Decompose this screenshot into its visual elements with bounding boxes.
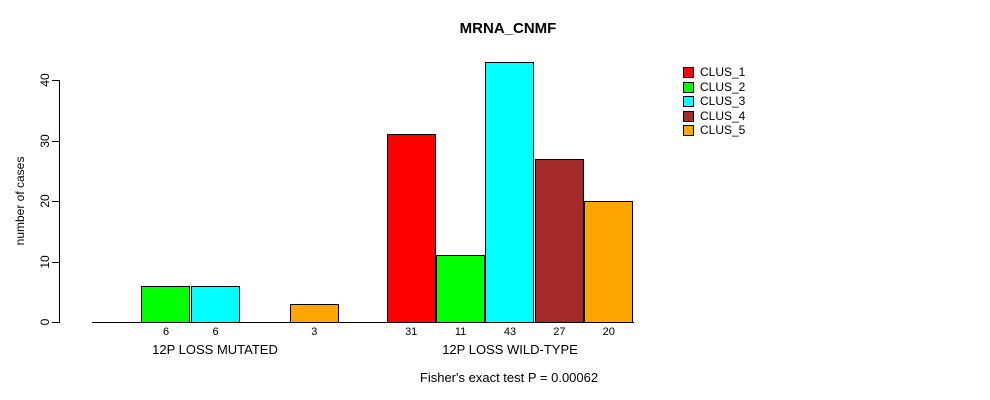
bar-value-label: 27 (553, 326, 566, 338)
bar-clus_2-group-1 (141, 286, 190, 323)
bar-value-label: 6 (212, 326, 219, 338)
legend-label: CLUS_4 (700, 108, 746, 123)
legend-swatch-clus_4 (683, 110, 694, 122)
bar-value-label: 3 (311, 326, 318, 338)
bar-clus_5-group-1 (290, 304, 339, 323)
y-tick-label: 40 (38, 73, 52, 87)
bar-clus_4-group-2 (535, 159, 584, 323)
y-tick-label: 10 (38, 254, 52, 269)
legend-swatch-clus_3 (683, 96, 694, 108)
axis-line (52, 201, 59, 202)
bar-value-label: 6 (163, 326, 170, 338)
bar-clus_3-group-1 (191, 286, 240, 323)
legend-swatch-clus_5 (683, 125, 694, 137)
axis-line (52, 140, 59, 142)
bar-clus_2-group-2 (436, 255, 485, 323)
legend-swatch-clus_1 (683, 67, 694, 78)
bar-value-label: 11 (454, 326, 467, 338)
bar-value-label: 20 (602, 326, 615, 338)
chart-title: MRNA_CNMF (459, 20, 557, 37)
legend-item: CLUS_1 (683, 66, 745, 79)
bar-clus_5-group-2 (584, 201, 633, 323)
bar-clus_1-group-2 (387, 134, 436, 323)
legend-label: CLUS_2 (700, 79, 746, 94)
axis-line (59, 80, 60, 323)
bar-value-label: 31 (405, 326, 418, 338)
axis-line (52, 80, 59, 81)
axis-line (52, 322, 59, 323)
axis-line (92, 322, 634, 323)
bar-value-label: 43 (503, 326, 517, 338)
y-tick-label: 20 (38, 194, 52, 208)
legend-item: CLUS_3 (683, 95, 745, 108)
chart-subtitle: Fisher's exact test P = 0.00062 (419, 370, 599, 385)
axis-line (52, 261, 59, 263)
x-category-label: 12P LOSS MUTATED (152, 342, 278, 357)
legend-label: CLUS_1 (700, 65, 746, 79)
x-category-label: 12P LOSS WILD-TYPE (442, 342, 578, 357)
legend-label: CLUS_3 (700, 94, 746, 109)
legend-swatch-clus_2 (683, 81, 694, 93)
bar-clus_3-group-2 (485, 62, 534, 323)
y-tick-label: 0 (38, 318, 52, 326)
y-tick-label: 30 (38, 133, 52, 148)
legend-item: CLUS_2 (683, 79, 746, 94)
y-axis-label: number of cases (13, 156, 27, 246)
legend-label: CLUS_5 (700, 123, 746, 138)
legend-item: CLUS_5 (683, 124, 745, 137)
legend-item: CLUS_4 (683, 108, 746, 123)
